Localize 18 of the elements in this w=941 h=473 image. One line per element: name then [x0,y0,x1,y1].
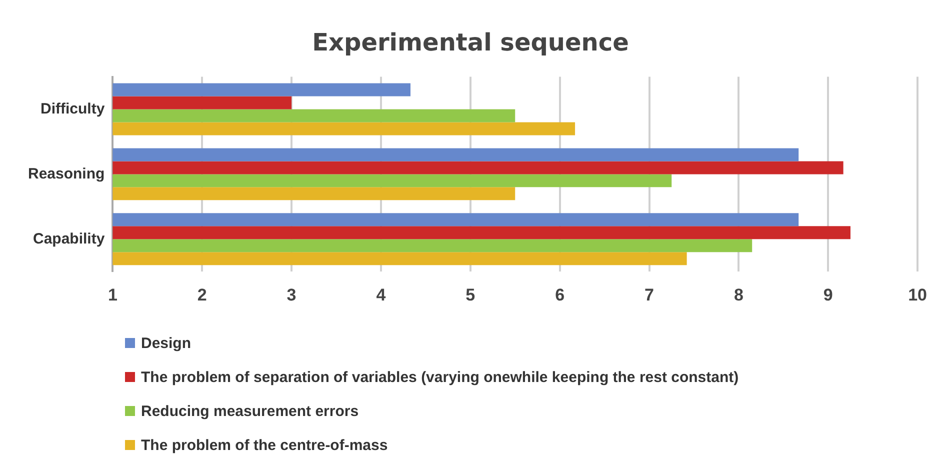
x-tick-label: 5 [466,285,476,304]
x-tick-label: 2 [197,285,207,304]
x-tick-label: 10 [908,285,928,304]
x-tick-label: 8 [734,285,744,304]
x-tick-label: 1 [108,285,118,304]
legend-label: The problem of separation of variables (varying onewhile keeping the rest constant) [141,368,739,386]
chart-title: Experimental sequence [312,28,629,57]
x-tick-label: 6 [555,285,565,304]
x-tick-label: 3 [286,285,296,304]
legend-label: Design [141,334,192,352]
legend-label: The problem of the centre-of-mass [141,436,388,454]
x-tick-label: 9 [823,285,833,304]
legend-label: Reducing measurement errors [141,402,359,420]
y-tick-label: Reasoning [28,165,105,182]
x-tick-label: 4 [376,285,386,304]
y-tick-label: Difficulty [40,100,106,118]
x-tick-label: 7 [644,285,654,304]
y-tick-label: Capability [32,230,106,248]
